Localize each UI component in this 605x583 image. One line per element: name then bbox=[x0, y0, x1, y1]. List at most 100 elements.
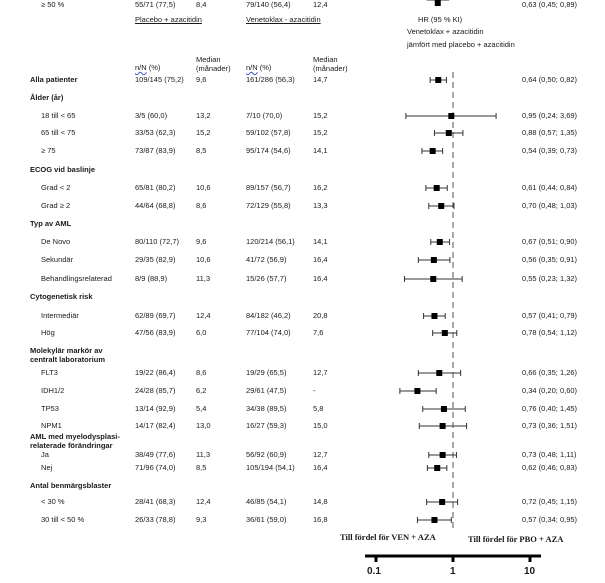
venetoclax-nn-cell: 72/129 (55,8) bbox=[246, 201, 291, 210]
row-label: 18 till < 65 bbox=[41, 111, 76, 120]
hr-point bbox=[435, 77, 442, 83]
median-label: Median bbox=[313, 55, 338, 64]
venetoclax-median-cell: 5,8 bbox=[313, 404, 324, 413]
median-label: Median bbox=[196, 55, 221, 64]
venetoclax-median-cell: 13,3 bbox=[313, 201, 328, 210]
hr-ci-value: 0,67 (0,51; 0,90) bbox=[522, 237, 578, 246]
placebo-nn-cell: 47/56 (83,9) bbox=[135, 328, 176, 337]
row-label: FLT3 bbox=[41, 368, 58, 377]
venetoclax-nn-cell: 59/102 (57,8) bbox=[246, 128, 291, 137]
hr-ci-value: 0,63 (0,45; 0,89) bbox=[522, 0, 578, 9]
row-label: Hög bbox=[41, 328, 55, 337]
row-label: Sekundär bbox=[41, 255, 74, 264]
hr-subtitle-2: jämfört med placebo + azacitidin bbox=[407, 40, 515, 49]
placebo-nn-cell: 8/9 (88,9) bbox=[135, 274, 168, 283]
row-label: 65 till < 75 bbox=[41, 128, 76, 137]
hr-ci-value: 0,64 (0,50; 0,82) bbox=[522, 75, 578, 84]
forest-row-mark bbox=[418, 423, 468, 429]
venetoclax-median-cell: 14,1 bbox=[313, 237, 328, 246]
venetoclax-nn-cell: 46/85 (54,1) bbox=[246, 497, 287, 506]
placebo-nn-cell: 38/49 (77,6) bbox=[135, 450, 176, 459]
placebo-median-cell: 5,4 bbox=[196, 404, 207, 413]
forest-row-mark bbox=[423, 313, 446, 319]
venetoclax-nn-cell: 120/214 (56,1) bbox=[246, 237, 295, 246]
venetoclax-median-cell: 12,7 bbox=[313, 368, 328, 377]
placebo-median-cell: 10,6 bbox=[196, 255, 211, 264]
placebo-nn-cell: 65/81 (80,2) bbox=[135, 183, 176, 192]
forest-row-mark bbox=[425, 185, 448, 191]
venetoclax-median-cell: 12,4 bbox=[313, 0, 328, 9]
subgroup-heading: Antal benmärgsblaster bbox=[30, 481, 111, 490]
placebo-nn-cell: 3/5 (60,0) bbox=[135, 111, 168, 120]
placebo-median-cell: 15,2 bbox=[196, 128, 211, 137]
hr-ci-value: 0,56 (0,35; 0,91) bbox=[522, 255, 578, 264]
placebo-median-cell: 8,6 bbox=[196, 368, 207, 377]
nn-label: n/N bbox=[246, 63, 258, 72]
row-label: IDH1/2 bbox=[41, 386, 65, 395]
row-label: Grad ≥ 2 bbox=[41, 201, 71, 210]
placebo-nn-cell: 33/53 (62,3) bbox=[135, 128, 176, 137]
venetoclax-median-cell: 12,7 bbox=[313, 450, 328, 459]
hr-point bbox=[438, 203, 445, 209]
hr-ci-value: 0,61 (0,44; 0,84) bbox=[522, 183, 578, 192]
forest-row-mark bbox=[421, 148, 444, 154]
row-label: Intermediär bbox=[41, 311, 79, 320]
placebo-nn-cell: 71/96 (74,0) bbox=[135, 463, 176, 472]
hr-ci-value: 0,54 (0,39; 0,73) bbox=[522, 146, 578, 155]
placebo-median-cell: 9,6 bbox=[196, 237, 207, 246]
hr-point bbox=[439, 423, 446, 429]
venetoclax-nn-cell: 161/286 (56,3) bbox=[246, 75, 295, 84]
subgroup-heading: AML med myelodysplasi-relaterade förändr… bbox=[30, 432, 120, 450]
row-label: De Novo bbox=[41, 237, 71, 246]
hr-point bbox=[430, 257, 437, 263]
venetoclax-median-cell: 20,8 bbox=[313, 311, 328, 320]
venetoclax-median-cell: 15,2 bbox=[313, 128, 328, 137]
hr-ci-value: 0,70 (0,48; 1,03) bbox=[522, 201, 578, 210]
hr-point bbox=[414, 388, 421, 394]
forest-row-mark bbox=[426, 465, 448, 471]
venetoclax-nn-cell: 56/92 (60,9) bbox=[246, 450, 287, 459]
forest-row-mark bbox=[399, 388, 437, 394]
hr-ci-value: 0,76 (0,40; 1,45) bbox=[522, 404, 578, 413]
forest-row-mark bbox=[433, 130, 464, 136]
hr-point bbox=[433, 185, 440, 191]
venetoclax-nn-cell: 19/29 (65,5) bbox=[246, 368, 287, 377]
placebo-median-header: Median (månader) bbox=[196, 55, 231, 73]
row-label: ≥ 75 bbox=[41, 146, 56, 155]
x-tick-label: 1 bbox=[450, 566, 456, 577]
hr-ci-value: 0,57 (0,34; 0,95) bbox=[522, 515, 578, 524]
hr-point bbox=[445, 130, 452, 136]
placebo-nn-cell: 29/35 (82,9) bbox=[135, 255, 176, 264]
placebo-nn-cell: 26/33 (78,8) bbox=[135, 515, 176, 524]
hr-point bbox=[430, 276, 437, 282]
forest-row-mark bbox=[403, 276, 463, 282]
pct-label: (%) bbox=[146, 63, 161, 72]
venetoclax-median-cell: 16,4 bbox=[313, 255, 328, 264]
venetoclax-nn-cell: 41/72 (56,9) bbox=[246, 255, 287, 264]
venetoclax-median-cell: 16,4 bbox=[313, 463, 328, 472]
hr-point bbox=[436, 370, 443, 376]
hr-ci-value: 0,57 (0,41; 0,79) bbox=[522, 311, 578, 320]
venetoclax-nn-cell: 29/61 (47,5) bbox=[246, 386, 287, 395]
subgroup-heading: Typ av AML bbox=[30, 219, 71, 228]
placebo-nn-cell: 19/22 (86,4) bbox=[135, 368, 176, 377]
placebo-median-cell: 13,2 bbox=[196, 111, 211, 120]
placebo-nn-cell: 28/41 (68,3) bbox=[135, 497, 176, 506]
hr-ci-value: 0,66 (0,35; 1,26) bbox=[522, 368, 578, 377]
placebo-median-cell: 8,6 bbox=[196, 201, 207, 210]
hr-ci-value: 0,73 (0,48; 1,11) bbox=[522, 450, 577, 459]
subgroup-heading: ECOG vid baslinje bbox=[30, 165, 95, 174]
placebo-median-cell: 8,4 bbox=[196, 0, 207, 9]
venetoclax-nn-cell: 105/194 (54,1) bbox=[246, 463, 295, 472]
placebo-median-cell: 9,6 bbox=[196, 75, 207, 84]
row-label: ≥ 50 % bbox=[41, 0, 65, 9]
hr-point bbox=[434, 465, 441, 471]
forest-row-mark bbox=[428, 452, 457, 458]
row-label: Behandlingsrelaterad bbox=[41, 274, 112, 283]
subgroup-heading: Ålder (år) bbox=[30, 93, 63, 102]
venetoclax-nn-header: n/N (%) bbox=[246, 63, 271, 72]
venetoclax-nn-cell: 16/27 (59,3) bbox=[246, 421, 287, 430]
subgroup-heading: Cytogenetisk risk bbox=[30, 292, 93, 301]
subgroup-heading: Molekylär markör av centralt laboratorium bbox=[30, 346, 105, 364]
subgroup-heading-text: AML med myelodysplasi- bbox=[30, 432, 120, 441]
